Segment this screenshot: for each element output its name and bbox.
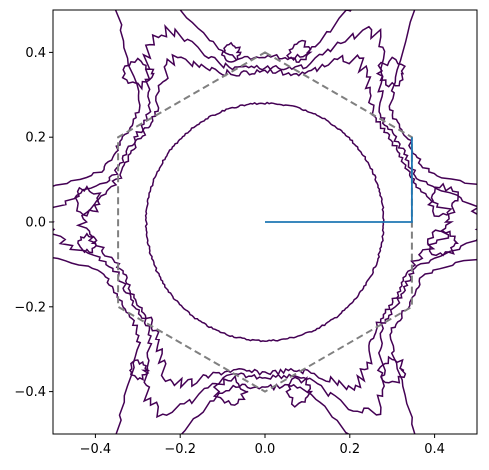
x-tick-label: 0.2	[339, 442, 360, 457]
y-tick-label: 0.0	[25, 216, 46, 231]
y-tick-label: 0.2	[25, 131, 46, 146]
contour-island	[285, 376, 314, 408]
y-tick-label: 0.4	[25, 46, 46, 61]
y-tick-label: −0.2	[14, 300, 46, 315]
contour-island	[121, 57, 155, 91]
contour-inner-ring	[144, 101, 385, 343]
contour-island	[128, 359, 151, 381]
contour-island	[220, 41, 242, 63]
path-line-group	[265, 137, 413, 223]
x-tick-label: −0.2	[164, 442, 196, 457]
contour-island	[375, 56, 406, 88]
contour-island	[286, 39, 313, 63]
x-tick-label: −0.4	[80, 442, 112, 457]
contour-island	[426, 182, 459, 218]
x-tick-label: 0.4	[424, 442, 445, 457]
contour-island	[212, 374, 249, 406]
contour-level-2	[75, 53, 455, 392]
x-axis-ticks: −0.4 −0.2 0.0 0.2 0.4	[80, 434, 445, 457]
contour-island	[376, 355, 407, 384]
contour-island	[74, 185, 102, 217]
contour-island	[77, 232, 98, 254]
contour-island	[426, 229, 459, 257]
path-line	[265, 137, 413, 223]
y-tick-label: −0.4	[14, 385, 46, 400]
x-tick-label: 0.0	[255, 442, 276, 457]
contour-lines	[53, 10, 477, 434]
y-axis-ticks: −0.4 −0.2 0.0 0.2 0.4	[14, 46, 53, 400]
contour-level-3	[53, 23, 477, 419]
